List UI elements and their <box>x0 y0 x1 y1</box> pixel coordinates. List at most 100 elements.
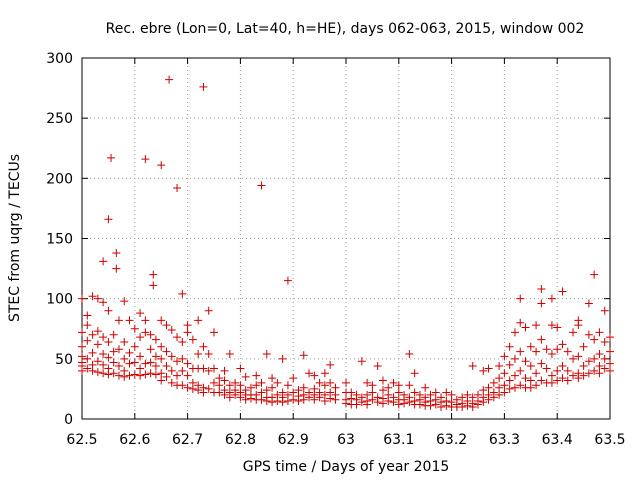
grid <box>82 58 610 419</box>
data-point <box>210 378 218 387</box>
data-point <box>78 294 86 303</box>
data-point <box>99 350 108 359</box>
data-point <box>151 370 160 379</box>
data-point <box>394 388 403 397</box>
data-point <box>257 395 266 404</box>
data-point <box>83 354 92 363</box>
data-point <box>210 328 218 337</box>
data-point <box>547 294 556 303</box>
data-point <box>426 401 435 410</box>
data-point <box>120 297 129 306</box>
data-point <box>521 374 530 383</box>
chart-title: Rec. ebre (Lon=0, Lat=40, h=HE), days 06… <box>106 21 585 37</box>
data-point <box>584 357 593 366</box>
data-point <box>320 396 329 405</box>
data-point <box>167 325 176 334</box>
data-point <box>93 327 102 336</box>
data-point <box>600 306 609 315</box>
data-point <box>389 398 398 407</box>
data-point <box>141 316 150 325</box>
data-point <box>257 181 266 190</box>
data-point <box>104 353 113 362</box>
data-point <box>505 342 514 351</box>
x-tick-label: 63.1 <box>383 432 414 448</box>
data-point <box>606 366 614 375</box>
data-point <box>468 402 477 411</box>
data-point <box>125 316 134 325</box>
data-point <box>600 337 609 346</box>
data-point <box>173 357 182 366</box>
y-tick-label: 200 <box>46 171 73 187</box>
y-axis-label: STEC from uqrg / TECUs <box>7 154 23 322</box>
data-point <box>553 366 562 375</box>
data-point <box>584 330 593 339</box>
x-tick-label: 63.2 <box>436 432 467 448</box>
data-point <box>125 348 134 357</box>
data-point <box>500 352 509 361</box>
data-point <box>188 384 197 393</box>
data-point <box>595 362 604 371</box>
data-point <box>210 364 218 373</box>
data-point <box>252 371 261 380</box>
data-point <box>109 347 118 356</box>
data-point <box>114 362 123 371</box>
data-point <box>400 399 409 408</box>
data-point <box>558 287 567 296</box>
data-point <box>579 371 588 380</box>
data-point <box>204 350 213 359</box>
data-point <box>437 402 446 411</box>
data-point <box>268 383 277 392</box>
data-point <box>141 370 150 379</box>
data-point <box>194 386 203 395</box>
data-point <box>183 359 192 368</box>
data-point <box>474 400 482 409</box>
data-point <box>547 371 556 380</box>
x-tick-label: 63.3 <box>489 432 520 448</box>
data-point <box>516 347 525 356</box>
data-point <box>526 342 535 351</box>
data-point <box>225 381 234 390</box>
data-point <box>162 372 171 381</box>
data-point <box>505 384 514 393</box>
data-point <box>516 381 525 390</box>
data-point <box>505 360 514 369</box>
data-point <box>99 360 108 369</box>
data-point <box>389 378 398 387</box>
data-point <box>484 395 493 404</box>
data-point <box>484 383 493 392</box>
data-point <box>146 345 155 354</box>
data-point <box>289 395 298 404</box>
data-point <box>373 362 382 371</box>
data-point <box>120 354 129 363</box>
data-point <box>537 359 546 368</box>
data-point <box>547 321 556 330</box>
data-point <box>262 350 271 359</box>
data-point <box>220 390 229 399</box>
data-point <box>468 362 477 371</box>
data-point <box>584 299 593 308</box>
data-point <box>136 309 145 318</box>
data-point <box>289 388 298 397</box>
data-point <box>220 376 229 385</box>
data-point <box>373 398 382 407</box>
data-point <box>278 354 287 363</box>
data-point <box>421 383 430 392</box>
data-point <box>78 328 86 337</box>
data-point <box>114 316 123 325</box>
data-point <box>241 372 250 381</box>
data-point <box>225 350 234 359</box>
data-point <box>136 352 145 361</box>
data-point <box>558 374 567 383</box>
x-tick-label: 63.4 <box>542 432 573 448</box>
data-point <box>136 364 145 373</box>
data-point <box>479 398 488 407</box>
data-point <box>368 381 377 390</box>
data-point <box>310 371 319 380</box>
data-point <box>315 378 324 387</box>
data-point <box>283 276 292 285</box>
data-point <box>114 345 123 354</box>
data-point <box>246 394 255 403</box>
data-point <box>83 364 92 373</box>
y-tick-label: 250 <box>46 111 73 127</box>
data-point <box>495 362 504 371</box>
